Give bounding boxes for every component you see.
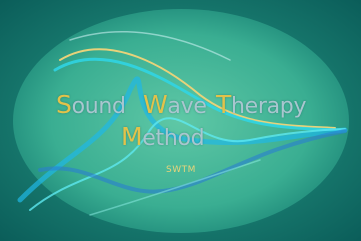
abbreviation: SWTM <box>166 165 196 175</box>
logo: Sound Wave Therapy Method SWTM <box>0 0 361 241</box>
title-word: Therapy <box>216 90 306 119</box>
title-word: Sound <box>56 90 126 119</box>
title-word: Method <box>121 122 204 151</box>
logo-art <box>0 0 361 241</box>
title-word: Wave <box>143 90 207 119</box>
